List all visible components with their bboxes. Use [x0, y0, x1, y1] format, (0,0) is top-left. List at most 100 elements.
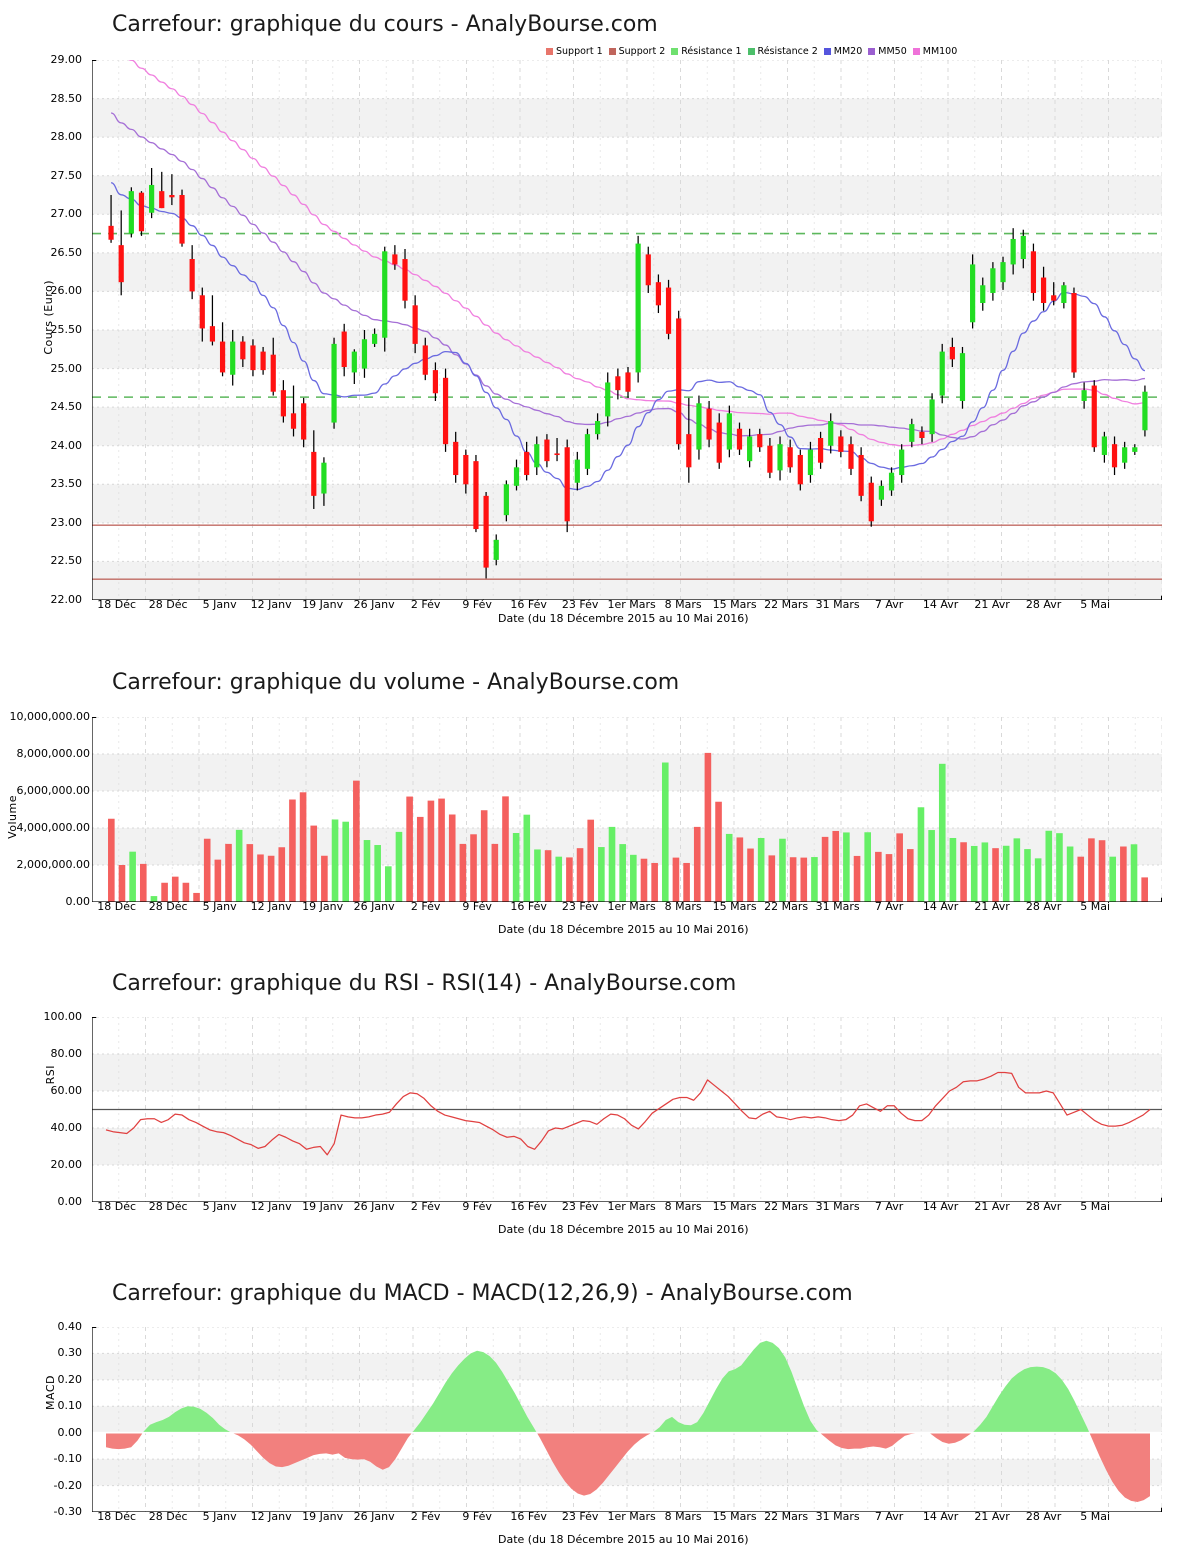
x-tick-label: 12 Janv	[250, 1510, 292, 1523]
legend-label-support-1: Support 1	[556, 46, 603, 57]
x-tick-label: 18 Déc	[97, 1200, 137, 1213]
x-tick-label: 23 Fév	[561, 598, 599, 611]
x-tick-label: 5 Janv	[202, 1510, 237, 1523]
y-tick-label: 2,000,000.00	[16, 858, 90, 871]
price-x-axis-label: Date (du 18 Décembre 2015 au 10 Mai 2016…	[498, 612, 749, 625]
y-tick-label: 100.00	[43, 1010, 83, 1023]
x-tick-label: 19 Janv	[302, 598, 344, 611]
x-tick-label: 12 Janv	[250, 1200, 292, 1213]
x-tick-label: 23 Fév	[561, 1510, 599, 1523]
x-tick-label: 26 Janv	[353, 1200, 395, 1213]
x-tick-label: 15 Mars	[712, 1510, 757, 1523]
x-tick-label: 22 Mars	[764, 900, 809, 913]
y-tick-label: 27.50	[50, 168, 83, 182]
x-tick-label: 9 Fév	[462, 1200, 492, 1213]
y-tick-label: 6,000,000.00	[16, 784, 90, 797]
legend-label-mm20: MM20	[833, 46, 863, 57]
rsi-x-axis-label: Date (du 18 Décembre 2015 au 10 Mai 2016…	[498, 1223, 749, 1236]
rsi-chart-panel: Carrefour: graphique du RSI - RSI(14) - …	[0, 955, 1200, 1255]
y-tick-label: 26.50	[50, 245, 83, 259]
x-tick-label: 7 Avr	[874, 1510, 904, 1523]
x-tick-label: 7 Avr	[874, 598, 904, 611]
legend-item-resistance-1: Résistance 1	[671, 46, 742, 57]
x-tick-label: 31 Mars	[815, 598, 860, 611]
x-tick-label: 2 Fév	[410, 1510, 441, 1523]
legend-swatch-support-2	[608, 48, 616, 55]
x-tick-label: 31 Mars	[815, 900, 860, 913]
y-tick-label: 20.00	[50, 1158, 83, 1171]
x-tick-label: 22 Mars	[764, 1510, 809, 1523]
y-tick-label: 0.20	[57, 1372, 83, 1386]
x-tick-label: 2 Fév	[410, 598, 441, 611]
x-tick-label: 7 Avr	[874, 900, 904, 913]
y-tick-label: 25.50	[50, 323, 83, 336]
y-tick-label: 0.30	[57, 1346, 83, 1360]
legend-label-resistance-2: Résistance 2	[757, 46, 818, 57]
macd-x-axis-label: Date (du 18 Décembre 2015 au 10 Mai 2016…	[498, 1533, 749, 1546]
x-tick-label: 21 Avr	[974, 1510, 1010, 1523]
y-tick-label: 24.00	[50, 438, 83, 452]
x-tick-label: 18 Déc	[97, 1510, 137, 1523]
x-tick-label: 19 Janv	[302, 1510, 344, 1523]
macd-chart-title: Carrefour: graphique du MACD - MACD(12,2…	[112, 1281, 853, 1306]
x-tick-label: 8 Mars	[664, 1200, 702, 1213]
x-tick-label: 21 Avr	[974, 598, 1010, 611]
x-tick-label: 18 Déc	[97, 900, 137, 913]
x-tick-label: 19 Janv	[302, 1200, 344, 1213]
y-tick-label: 0.00	[57, 1195, 83, 1208]
x-tick-label: 23 Fév	[561, 1200, 599, 1213]
y-tick-label: 29.00	[50, 53, 83, 66]
legend-item-resistance-2: Résistance 2	[747, 46, 818, 57]
y-tick-label: 23.00	[50, 515, 83, 529]
y-tick-label: 26.00	[50, 284, 83, 298]
rsi-plot-area	[92, 1017, 1162, 1202]
x-tick-label: 28 Déc	[148, 1510, 188, 1523]
x-tick-label: 19 Janv	[302, 900, 344, 913]
legend-label-support-2: Support 2	[618, 46, 666, 57]
legend-swatch-mm50	[868, 48, 876, 55]
x-tick-label: 26 Janv	[353, 900, 395, 913]
rsi-y-axis-label: RSI	[44, 1065, 57, 1085]
x-tick-label: 12 Janv	[250, 900, 292, 913]
y-tick-label: 0.00	[57, 1425, 83, 1439]
legend-item-support-2: Support 2	[608, 46, 666, 57]
macd-plot-area	[92, 1327, 1162, 1512]
x-tick-label: 1er Mars	[607, 1510, 656, 1523]
volume-x-axis-label: Date (du 18 Décembre 2015 au 10 Mai 2016…	[498, 923, 749, 936]
x-tick-label: 28 Avr	[1025, 900, 1062, 913]
y-tick-label: -0.20	[53, 1478, 82, 1492]
y-tick-label: 0.00	[65, 895, 91, 908]
x-tick-label: 15 Mars	[712, 900, 757, 913]
legend-label-mm100: MM100	[922, 46, 958, 57]
x-tick-label: 5 Janv	[202, 1200, 237, 1213]
y-tick-label: 27.00	[50, 207, 83, 221]
y-tick-label: 28.50	[50, 91, 83, 105]
y-tick-label: 60.00	[50, 1084, 83, 1097]
x-tick-label: 28 Avr	[1025, 1510, 1062, 1523]
y-tick-label: 25.00	[50, 361, 83, 375]
y-tick-label: 22.50	[50, 554, 83, 568]
x-tick-label: 14 Avr	[922, 598, 959, 611]
x-tick-label: 16 Fév	[510, 1200, 547, 1213]
x-tick-label: 16 Fév	[510, 900, 547, 913]
x-tick-label: 1er Mars	[607, 900, 656, 913]
x-tick-label: 5 Janv	[202, 900, 237, 913]
x-tick-label: 26 Janv	[353, 1510, 395, 1523]
y-tick-label: 0.10	[57, 1399, 83, 1413]
legend-item-mm50: MM50	[868, 46, 907, 57]
price-chart-title: Carrefour: graphique du cours - AnalyBou…	[112, 12, 658, 37]
x-tick-label: 14 Avr	[922, 1510, 959, 1523]
macd-y-axis-label: MACD	[44, 1375, 57, 1410]
x-tick-label: 1er Mars	[607, 598, 656, 611]
x-tick-label: 5 Mai	[1080, 1510, 1111, 1523]
y-tick-label: 4,000,000.00	[16, 821, 90, 834]
x-tick-label: 15 Mars	[712, 1200, 757, 1213]
volume-chart-title: Carrefour: graphique du volume - AnalyBo…	[112, 670, 680, 695]
x-tick-label: 2 Fév	[410, 1200, 441, 1213]
x-tick-label: 23 Fév	[561, 900, 599, 913]
x-tick-label: 7 Avr	[874, 1200, 904, 1213]
x-tick-label: 22 Mars	[764, 598, 809, 611]
x-tick-label: 28 Avr	[1025, 1200, 1062, 1213]
x-tick-label: 31 Mars	[815, 1510, 860, 1523]
x-tick-label: 31 Mars	[815, 1200, 860, 1213]
